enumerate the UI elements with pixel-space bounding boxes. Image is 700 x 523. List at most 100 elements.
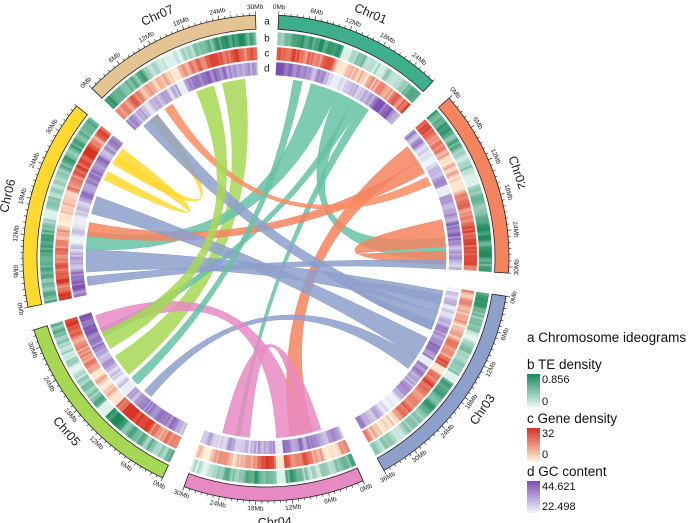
- heatmap-cell: [172, 84, 181, 98]
- heatmap-cell: [398, 383, 410, 394]
- heatmap-cell: [298, 34, 303, 48]
- heatmap-cell: [378, 419, 389, 432]
- heatmap-cell: [443, 208, 457, 214]
- heatmap-cell: [110, 137, 122, 148]
- heatmap-cell: [178, 48, 187, 62]
- heatmap-cell: [83, 149, 97, 158]
- te-max: 0.856: [542, 374, 570, 386]
- heatmap-cell: [460, 295, 474, 300]
- heatmap-cell: [382, 398, 392, 410]
- heatmap-cell: [77, 160, 91, 169]
- heatmap-cell: [44, 210, 58, 217]
- heatmap-cell: [400, 380, 412, 391]
- heatmap-cell: [215, 465, 221, 479]
- heatmap-cell: [146, 101, 156, 114]
- tick: [503, 205, 506, 207]
- heatmap-cell: [100, 125, 112, 135]
- heatmap-cell: [161, 446, 170, 460]
- heatmap-cell: [108, 366, 121, 377]
- heatmap-cell: [129, 409, 140, 421]
- tick: [73, 410, 77, 414]
- heatmap-cell: [176, 82, 184, 96]
- heatmap-cell: [465, 330, 479, 338]
- heatmap-cell: [310, 465, 316, 480]
- heatmap-cell: [74, 370, 87, 380]
- heatmap-cell: [393, 408, 404, 420]
- heatmap-cell: [91, 167, 104, 176]
- tick-label: 18Mb: [503, 184, 514, 202]
- heatmap-cell: [282, 62, 287, 76]
- tick: [143, 45, 146, 48]
- heatmap-cell: [339, 46, 347, 60]
- heatmap-cell: [475, 291, 490, 297]
- tick: [103, 73, 106, 76]
- tick: [467, 120, 470, 123]
- heatmap-cell: [155, 94, 165, 107]
- heatmap-cell: [447, 231, 461, 236]
- heatmap-cell: [96, 375, 109, 386]
- heatmap-cell: [225, 452, 230, 466]
- tick: [88, 85, 93, 89]
- tick-label: 12Mb: [285, 503, 302, 512]
- heatmap-cell: [77, 346, 91, 355]
- heatmap-cell: [298, 437, 303, 451]
- heatmap-cell: [204, 39, 211, 54]
- heatmap-cell: [367, 427, 376, 440]
- heatmap-cell: [263, 470, 266, 484]
- tick: [505, 295, 510, 298]
- heatmap-cell: [183, 79, 191, 93]
- heatmap-cell: [426, 109, 438, 120]
- tick: [457, 407, 460, 410]
- heatmap-cell: [435, 148, 448, 157]
- heatmap-cell: [289, 439, 294, 453]
- heatmap-cell: [475, 216, 489, 222]
- heatmap-cell: [432, 388, 445, 399]
- heatmap-cell: [41, 281, 55, 286]
- heatmap-cell: [118, 399, 130, 411]
- heatmap-cell: [39, 256, 54, 259]
- heatmap-cell: [70, 238, 84, 243]
- heatmap-cell: [416, 120, 428, 131]
- heatmap-cell: [364, 411, 373, 424]
- heatmap-cell: [165, 71, 174, 84]
- heatmap-cell: [443, 299, 457, 305]
- track-letter-a: a: [264, 17, 270, 28]
- heatmap-cell: [71, 278, 85, 283]
- heatmap-cell: [448, 247, 462, 251]
- heatmap-cell: [80, 379, 93, 389]
- heatmap-cell: [261, 440, 264, 454]
- tick: [449, 416, 453, 419]
- heatmap-cell: [155, 426, 165, 439]
- heatmap-cell: [195, 42, 203, 56]
- heatmap-cell: [82, 187, 96, 194]
- link: [103, 148, 190, 213]
- heatmap-cell: [296, 438, 301, 452]
- tick: [123, 456, 126, 459]
- heatmap-cell: [471, 198, 485, 205]
- heatmap-cell: [221, 451, 227, 465]
- tick: [112, 65, 115, 69]
- track-letter-d: d: [264, 64, 270, 75]
- heatmap-cell: [300, 437, 305, 451]
- heatmap-cell: [385, 70, 395, 84]
- heatmap-cell: [41, 284, 55, 289]
- heatmap-cell: [200, 461, 207, 475]
- heatmap-cell: [218, 435, 224, 449]
- heatmap-cell: [71, 334, 85, 342]
- heatmap-cell: [447, 367, 460, 377]
- tick: [361, 32, 363, 35]
- heatmap-cell: [122, 382, 134, 393]
- tick: [463, 115, 467, 118]
- heatmap-cell: [396, 425, 406, 438]
- heatmap-cell: [287, 454, 292, 468]
- heatmap-cell: [384, 108, 395, 121]
- heatmap-cell: [462, 338, 476, 347]
- heatmap-cell: [188, 77, 196, 90]
- heatmap-cell: [253, 32, 257, 46]
- heatmap-cell: [388, 412, 399, 424]
- heatmap-cell: [71, 141, 84, 151]
- heatmap-cell: [164, 414, 174, 428]
- tick: [399, 460, 402, 464]
- heatmap-cell: [310, 67, 316, 81]
- heatmap-cell: [40, 251, 54, 255]
